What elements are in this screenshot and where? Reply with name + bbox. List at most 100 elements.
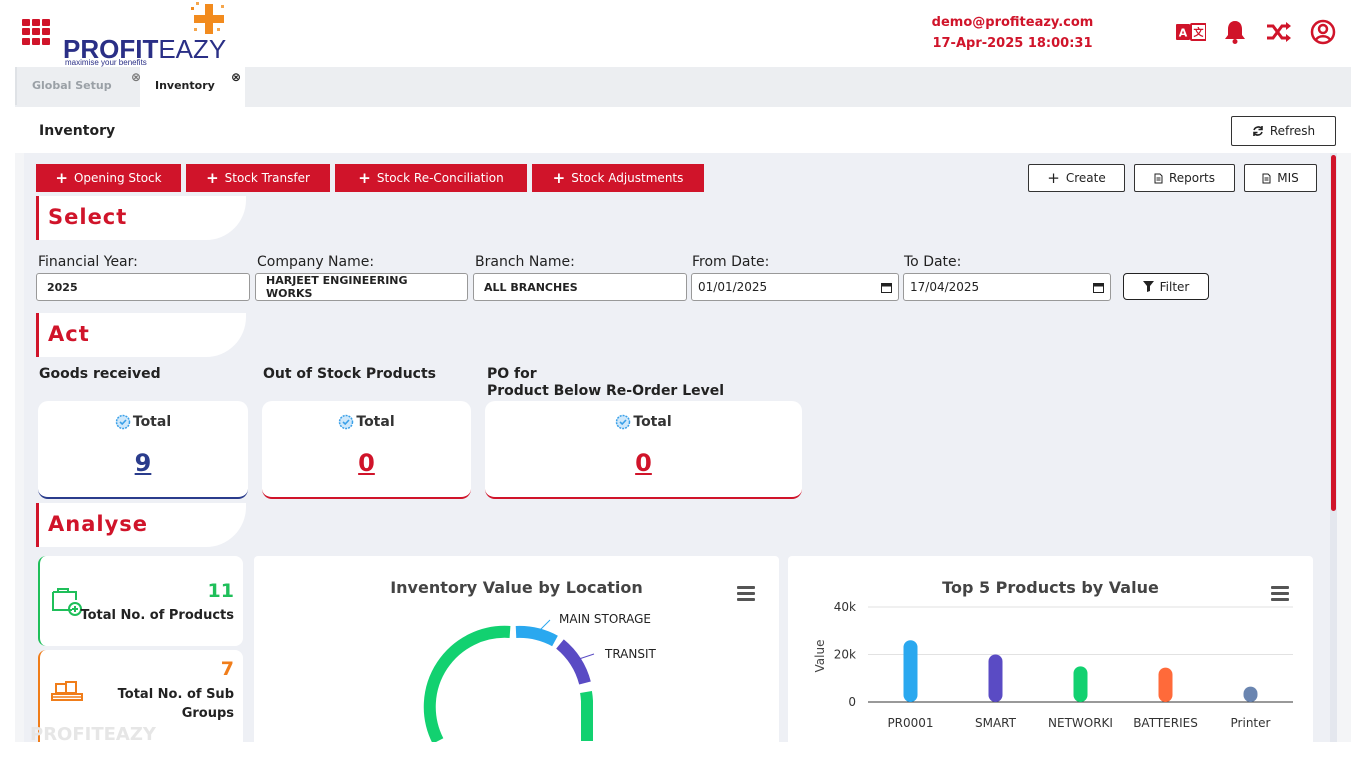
- tab-label: Inventory: [155, 79, 215, 92]
- to-date-input[interactable]: 17/04/2025: [903, 273, 1111, 301]
- calendar-icon[interactable]: [1093, 282, 1104, 293]
- shuffle-icon[interactable]: [1264, 18, 1294, 46]
- filter-label: Filter: [1159, 279, 1190, 294]
- donut-slice-main-storage[interactable]: [515, 625, 558, 647]
- document-icon: [1154, 173, 1163, 183]
- mis-button[interactable]: MIS: [1244, 164, 1317, 192]
- to-date-value: 17/04/2025: [910, 280, 980, 294]
- goods-received-card: Total 9: [38, 401, 248, 499]
- stock-reconciliation-button[interactable]: + Stock Re-Conciliation: [335, 164, 527, 192]
- dashboard-content: + Opening Stock + Stock Transfer + Stock…: [24, 153, 1330, 765]
- company-name-select[interactable]: HARJEET ENGINEERING WORKS: [255, 273, 468, 301]
- page-title: Inventory: [39, 123, 116, 139]
- total-label: Total: [356, 414, 395, 430]
- select-section-header: Select: [36, 196, 246, 240]
- out-of-stock-heading: Out of Stock Products: [263, 366, 436, 382]
- tab-inventory[interactable]: Inventory ⊗: [140, 67, 245, 107]
- product-box-icon: [52, 588, 82, 616]
- goods-received-heading: Goods received: [39, 366, 161, 382]
- chart-title: Top 5 Products by Value: [942, 578, 1159, 597]
- total-label: Total: [132, 414, 172, 430]
- bar-batteries[interactable]: [1158, 667, 1173, 702]
- donut-slice-transit[interactable]: [556, 639, 591, 685]
- top-bar: PROFITEAZY maximise your benefits demo@p…: [0, 0, 1356, 67]
- card-total-title: Total: [485, 414, 802, 430]
- logo-plus-icon: [191, 2, 224, 34]
- stock-adjustments-button[interactable]: + Stock Adjustments: [532, 164, 704, 192]
- leader-line-main-storage: [537, 619, 551, 633]
- po-reorder-heading-line1: PO for: [487, 366, 537, 382]
- calendar-icon[interactable]: [881, 282, 892, 293]
- x-tick-label: BATTERIES: [1133, 716, 1198, 730]
- bar-pr0001[interactable]: [903, 640, 918, 702]
- logo-text: PROFITEAZY: [63, 34, 226, 65]
- stock-adjustments-label: Stock Adjustments: [571, 171, 684, 185]
- chart-title: Inventory Value by Location: [390, 578, 643, 597]
- from-date-input[interactable]: 01/01/2025: [691, 273, 899, 301]
- total-subgroups-value: 7: [220, 658, 234, 680]
- analyse-section-header: Analyse: [36, 503, 246, 547]
- logo-main-text: PROFIT: [63, 34, 159, 64]
- donut-slice-green[interactable]: [580, 690, 593, 741]
- bottom-strip: [0, 742, 1356, 765]
- branch-name-select[interactable]: ALL BRANCHES: [473, 273, 687, 301]
- donut-slice-large[interactable]: [423, 625, 511, 744]
- language-icon[interactable]: A 文: [1176, 18, 1206, 46]
- bar-smart[interactable]: [988, 654, 1003, 703]
- po-reorder-heading-line2: Product Below Re-Order Level: [487, 383, 725, 399]
- stock-transfer-button[interactable]: + Stock Transfer: [186, 164, 330, 192]
- scrollbar-thumb[interactable]: [1331, 155, 1336, 511]
- y-axis-label: Value: [813, 640, 827, 673]
- tab-global-setup[interactable]: Global Setup ⊗: [15, 67, 141, 105]
- bell-icon[interactable]: [1220, 18, 1250, 46]
- y-tick-label: 40k: [834, 600, 856, 614]
- total-subgroups-label-line1: Total No. of Sub: [117, 687, 234, 702]
- x-tick-label: PR0001: [887, 716, 933, 730]
- refresh-label: Refresh: [1269, 124, 1316, 138]
- x-tick-label: SMART: [975, 716, 1017, 730]
- close-icon[interactable]: ⊗: [230, 70, 241, 84]
- plus-icon: +: [358, 169, 371, 187]
- bar-networki[interactable]: [1073, 666, 1088, 702]
- verified-badge-icon: [339, 414, 354, 430]
- chart-menu-icon[interactable]: [1271, 586, 1289, 604]
- create-button[interactable]: + Create: [1028, 164, 1125, 192]
- donut-label-main-storage: MAIN STORAGE: [559, 612, 651, 626]
- total-subgroups-label: Total No. of Sub Groups: [118, 685, 234, 723]
- user-circle-icon[interactable]: [1308, 18, 1338, 46]
- out-of-stock-value[interactable]: 0: [358, 449, 375, 477]
- apps-grid-icon[interactable]: [22, 19, 50, 45]
- page: Inventory Refresh + Opening Stock + Stoc…: [15, 107, 1351, 765]
- refresh-button[interactable]: Refresh: [1231, 116, 1336, 146]
- bar-chart: 0 20k 40k Value PR0001 SMART NETWORKI BATTERIES…: [813, 600, 1293, 730]
- section-title: Analyse: [48, 512, 149, 536]
- opening-stock-label: Opening Stock: [73, 171, 162, 185]
- x-tick-label: Printer: [1231, 716, 1271, 730]
- financial-year-label: Financial Year:: [38, 254, 138, 270]
- current-datetime: 17-Apr-2025 18:00:31: [932, 36, 1093, 51]
- act-section-header: Act: [36, 313, 246, 357]
- verified-badge-icon: [616, 414, 631, 430]
- close-icon[interactable]: ⊗: [130, 70, 141, 84]
- plus-icon: +: [55, 169, 68, 187]
- opening-stock-button[interactable]: + Opening Stock: [36, 164, 181, 192]
- y-tick-label: 0: [848, 695, 856, 709]
- reports-button[interactable]: Reports: [1134, 164, 1235, 192]
- plus-icon: +: [1047, 169, 1060, 187]
- funnel-icon: [1142, 281, 1154, 292]
- bar-printer[interactable]: [1243, 686, 1258, 702]
- logo: PROFITEAZY maximise your benefits: [63, 2, 233, 67]
- po-reorder-heading: PO for Product Below Re-Order Level: [487, 366, 724, 400]
- logo-tagline: maximise your benefits: [65, 58, 147, 67]
- financial-year-select[interactable]: 2025: [36, 273, 250, 301]
- from-date-label: From Date:: [692, 254, 770, 270]
- chart-menu-icon[interactable]: [737, 586, 755, 604]
- out-of-stock-card: Total 0: [262, 401, 471, 499]
- po-reorder-value[interactable]: 0: [635, 449, 652, 477]
- plus-icon: +: [206, 169, 219, 187]
- goods-received-value[interactable]: 9: [134, 449, 152, 477]
- section-title: Select: [48, 205, 128, 229]
- filter-button[interactable]: Filter: [1123, 273, 1209, 300]
- donut-label-transit: TRANSIT: [604, 647, 657, 661]
- tab-label: Global Setup: [32, 79, 112, 92]
